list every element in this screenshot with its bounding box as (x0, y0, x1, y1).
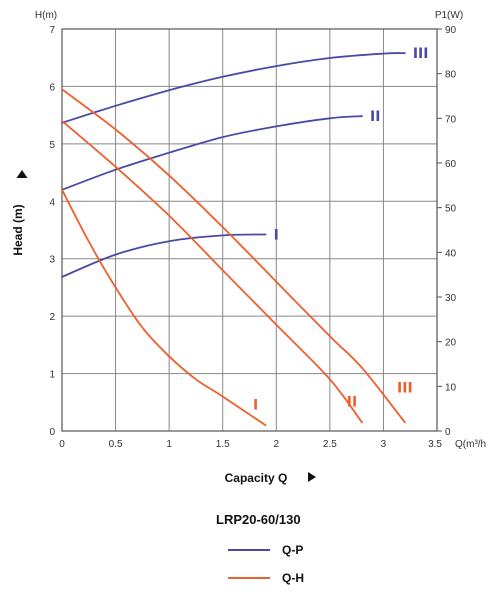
x-tick-label: 3.5 (428, 439, 442, 450)
y-tick-label: 0 (49, 427, 55, 438)
y2-tick-label: 70 (445, 114, 457, 125)
legend-swatch-qp (228, 549, 270, 551)
y-tick-label: 7 (49, 25, 55, 36)
x-axis-title: Capacity Q (225, 471, 288, 485)
y2-tick-label: 60 (445, 159, 457, 170)
y2-unit-label: P1(W) (435, 10, 463, 21)
legend-swatch-qh (228, 577, 270, 579)
x-tick-label: 3 (381, 439, 387, 450)
curve-qh-iii (61, 88, 406, 424)
tick-labels: 0 0.5 1 1.5 2 2.5 3 3.5012345670102030405060708… (49, 25, 456, 450)
legend-label-qp: Q-P (282, 543, 304, 557)
legend-label-qh: Q-H (282, 571, 304, 585)
legend-item-qh: Q-H (228, 569, 304, 587)
y2-tick-label: 40 (445, 248, 457, 259)
plot-frame (61, 28, 438, 432)
curve-qh-i (61, 188, 267, 427)
x-tick-label: 2.5 (323, 439, 337, 450)
y-unit-label: H(m) (35, 10, 57, 21)
y2-tick-label: 90 (445, 25, 457, 36)
curve-label-qp-i: I (274, 227, 279, 243)
y-tick-label: 4 (49, 197, 55, 208)
curve-qh-ii (61, 120, 363, 424)
legend-item-qp: Q-P (228, 541, 303, 559)
y-tick-label: 3 (49, 255, 55, 266)
y2-tick-label: 20 (445, 338, 457, 349)
curve-label-qp-iii: III (413, 46, 429, 62)
y2-tick-label: 10 (445, 382, 457, 393)
curve-qp-ii (61, 115, 363, 191)
curve-qp-iii (61, 52, 406, 124)
curve-label-qp-ii: II (370, 109, 380, 125)
y-tick-label: 1 (49, 370, 55, 381)
y2-tick-label: 80 (445, 70, 457, 81)
x-axis-arrow-icon (308, 472, 316, 482)
grid (61, 28, 438, 432)
y2-tick-label: 0 (445, 427, 451, 438)
x-unit-label: Q(m³/h (455, 439, 486, 450)
curve-label-qh-ii: II (347, 394, 357, 410)
x-tick-label: 1 (166, 439, 172, 450)
curve-label-qh-iii: III (397, 380, 413, 396)
y-tick-label: 2 (49, 312, 55, 323)
model-name: LRP20-60/130 (216, 512, 301, 527)
curve-label-qh-i: I (253, 397, 258, 413)
y2-tick-label: 50 (445, 204, 457, 215)
x-tick-label: 1.5 (216, 439, 230, 450)
y-axis-title: Head (m) (11, 204, 25, 255)
y2-tick-label: 30 (445, 293, 457, 304)
x-tick-label: 0.5 (109, 439, 123, 450)
y-axis-arrow-icon (16, 170, 28, 178)
y-tick-label: 5 (49, 140, 55, 151)
x-tick-label: 2 (274, 439, 280, 450)
curve-qp-i (61, 233, 267, 278)
y-tick-label: 6 (49, 82, 55, 93)
x-tick-label: 0 (59, 439, 65, 450)
